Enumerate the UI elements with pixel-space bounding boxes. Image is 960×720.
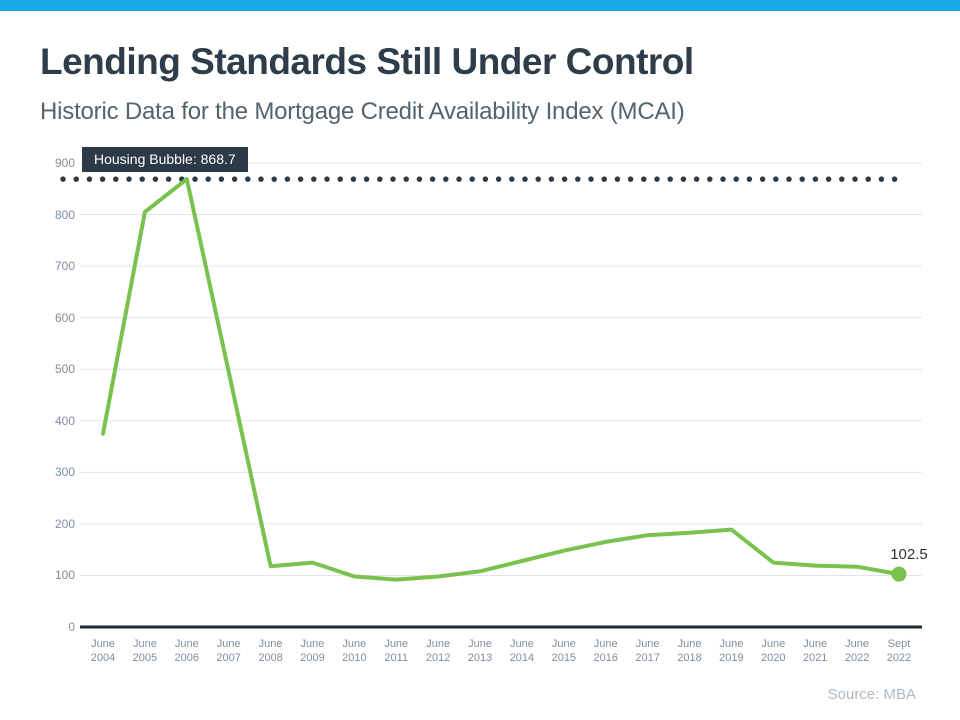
x-tick-label: June 2018 <box>677 638 702 664</box>
x-tick-label: June 2019 <box>719 638 744 664</box>
x-tick-label: June 2014 <box>509 638 535 664</box>
x-tick-label: June 2006 <box>174 638 200 664</box>
y-tick-label: 700 <box>54 259 75 274</box>
x-tick-label: June 2008 <box>258 638 283 664</box>
page-title: Lending Standards Still Under Control <box>40 41 694 82</box>
x-tick-label: June 2013 <box>467 638 493 664</box>
y-tick-label: 600 <box>54 310 75 325</box>
x-tick-label: June 2004 <box>90 638 116 664</box>
top-accent-bar <box>0 0 960 11</box>
y-tick-label: 100 <box>54 568 75 583</box>
y-tick-label: 900 <box>54 156 75 170</box>
page-subtitle: Historic Data for the Mortgage Credit Av… <box>40 97 685 125</box>
x-tick-label: June 2005 <box>132 638 158 664</box>
y-tick-label: 400 <box>54 413 75 428</box>
x-tick-label: June 2016 <box>593 638 618 664</box>
chart-header: Lending Standards Still Under Control Hi… <box>40 41 920 126</box>
y-tick-label: 500 <box>54 362 75 377</box>
x-tick-label: June 2011 <box>384 638 409 664</box>
x-tick-label: June 2009 <box>300 638 325 664</box>
x-tick-label: June 2017 <box>635 638 660 664</box>
y-tick-label: 0 <box>68 620 75 634</box>
x-tick-label: June 2012 <box>425 638 451 664</box>
last-value-label: 102.5 <box>890 546 928 564</box>
x-tick-label: June 2010 <box>342 638 367 664</box>
x-tick-label: June 2020 <box>761 638 786 664</box>
y-tick-label: 200 <box>54 516 75 531</box>
x-tick-label: Sept 2022 <box>886 638 912 664</box>
source-credit: Source: MBA <box>827 686 916 703</box>
mcai-line-chart: 0 100 200 300 400 500 600 700 800 900 June 2004 Jun… <box>0 140 960 720</box>
y-tick-label: 300 <box>54 465 75 480</box>
y-tick-label: 800 <box>54 207 75 222</box>
plot-canvas <box>60 162 922 629</box>
housing-bubble-callout: Housing Bubble: 868.7 <box>82 147 248 172</box>
x-tick-label: June 2007 <box>216 638 241 664</box>
x-tick-label: June 2021 <box>802 638 828 664</box>
x-tick-label: June 2015 <box>551 638 577 664</box>
x-tick-label: June 2022 <box>844 638 870 664</box>
